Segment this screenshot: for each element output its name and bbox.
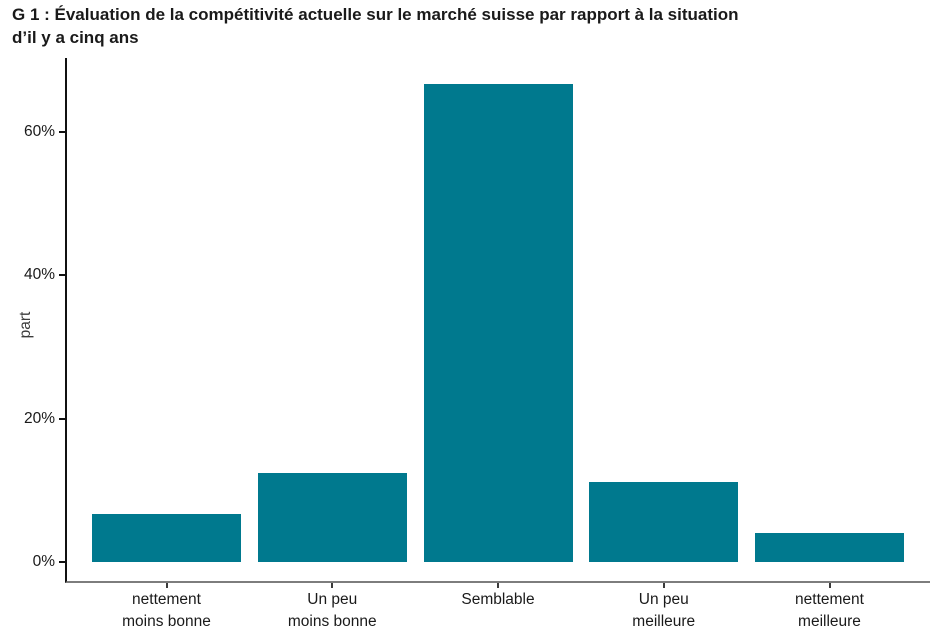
bar-4 [589, 481, 739, 562]
x-axis-tick-mark [662, 583, 665, 588]
x-axis-category-label: Un peu meilleure [632, 591, 696, 630]
x-axis-category-label: Un peu moins bonne [287, 591, 377, 630]
bar-2 [257, 473, 407, 562]
x-axis-tick-mark [331, 583, 334, 588]
y-axis-tick-mark [59, 417, 65, 420]
y-axis-tick-label: 20% [23, 409, 55, 427]
x-axis-tick-mark [497, 583, 499, 588]
bar-3 [423, 83, 573, 562]
y-axis-tick-label: 60% [23, 122, 55, 140]
chart-title: G 1 : Évaluation de la compétitivité act… [12, 5, 739, 47]
plot-panel: 0% 20% 40% 60% nettement moins bonne Un peu m… [24, 58, 930, 630]
x-axis-tick-mark [165, 583, 168, 588]
x-axis-category-label: nettement moins bonne [122, 591, 211, 630]
x-axis-tick-mark [828, 583, 831, 588]
y-axis-tick-mark [59, 274, 65, 277]
x-axis-category-label: Semblable [461, 591, 535, 608]
y-axis-tick-label: 40% [23, 266, 55, 284]
y-axis-tick-label: 0% [32, 553, 55, 570]
y-axis-tick-mark [59, 561, 65, 563]
x-axis-category-label: nettement meilleure [795, 591, 864, 630]
y-axis-label: part [17, 311, 34, 339]
y-axis-tick-mark [59, 130, 65, 133]
bar-5 [755, 532, 904, 562]
bar-1 [92, 513, 241, 562]
